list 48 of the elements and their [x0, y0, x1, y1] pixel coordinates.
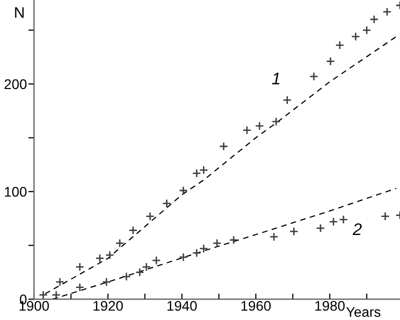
- line-series: [44, 36, 397, 294]
- point: [328, 217, 338, 226]
- point: [75, 282, 84, 292]
- point: [338, 215, 348, 224]
- point: [282, 96, 292, 105]
- line-series: [52, 188, 397, 300]
- point: [229, 236, 238, 245]
- point: [255, 121, 264, 130]
- annotation: 1: [272, 72, 280, 84]
- point: [128, 226, 138, 235]
- point: [115, 238, 124, 248]
- point: [178, 252, 188, 262]
- point: [382, 7, 392, 16]
- point: [362, 26, 372, 35]
- y-axis-title: N: [15, 7, 24, 18]
- point: [380, 212, 390, 221]
- point: [95, 254, 104, 263]
- point: [289, 226, 298, 236]
- point: [370, 14, 379, 24]
- y-tick-label: 200: [4, 79, 27, 90]
- point: [309, 72, 318, 81]
- point: [351, 32, 360, 42]
- point: [335, 40, 344, 50]
- point: [102, 277, 111, 286]
- point: [212, 238, 222, 248]
- point: [146, 212, 155, 221]
- point: [38, 290, 48, 300]
- x-tick-label: 1920: [94, 300, 123, 311]
- point: [122, 272, 131, 282]
- point: [52, 290, 61, 300]
- point: [316, 224, 326, 233]
- annotation: 2: [352, 223, 362, 235]
- point: [219, 142, 228, 151]
- x-axis-title: Years: [346, 307, 380, 317]
- point: [105, 250, 114, 260]
- point: [55, 277, 64, 286]
- point: [162, 198, 172, 208]
- x-tick-label: 1980: [315, 300, 345, 311]
- point: [178, 186, 188, 195]
- point: [75, 262, 84, 272]
- point: [326, 56, 335, 66]
- x-tick-label: 1960: [241, 300, 271, 311]
- point: [269, 232, 278, 242]
- point: [242, 126, 252, 135]
- point: [272, 117, 281, 126]
- x-tick-label: 1940: [167, 300, 197, 311]
- point: [152, 256, 161, 265]
- y-tick-label: 100: [4, 186, 27, 197]
